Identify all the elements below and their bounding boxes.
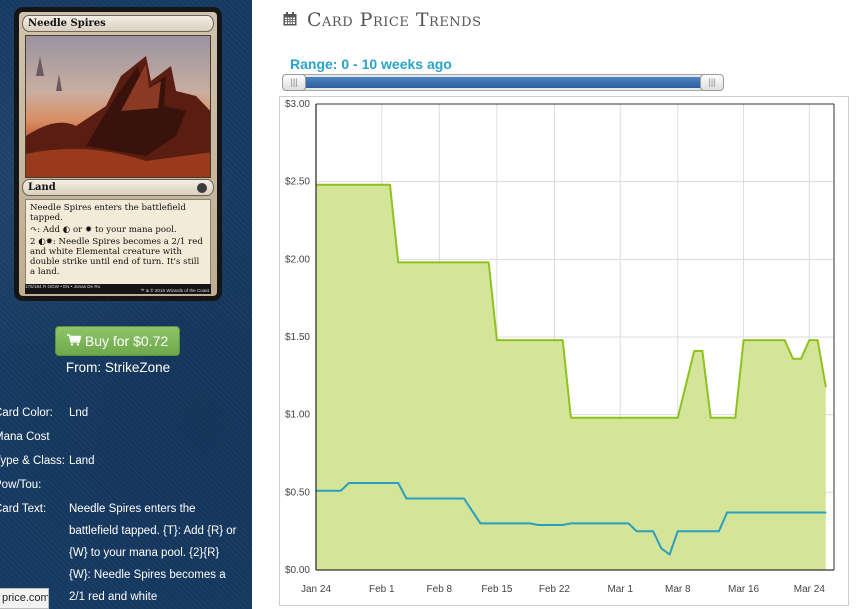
card-frame: Needle Spires Land Needle Spires enters …	[19, 12, 217, 296]
x-tick-label: Mar 1	[607, 584, 633, 595]
calendar-icon	[283, 12, 297, 26]
card-copyright: ™ & © 2016 Wizards of the Coast	[139, 288, 209, 293]
series-point-1	[627, 522, 630, 525]
series-point-0	[397, 261, 400, 264]
series-point-1	[824, 511, 827, 514]
buy-vendor: From: StrikeZone	[65, 360, 171, 375]
series-point-1	[339, 489, 342, 492]
series-point-1	[405, 497, 408, 500]
range-label: Range: 0 - 10 weeks ago	[290, 56, 452, 72]
y-tick-label: $0.00	[285, 565, 310, 576]
detail-value-card-text: Needle Spires enters the battlefield tap…	[69, 503, 237, 603]
series-point-1	[570, 522, 572, 525]
series-point-0	[824, 385, 827, 388]
series-point-0	[389, 183, 391, 186]
series-point-0	[709, 416, 712, 419]
series-point-0	[734, 416, 737, 419]
set-symbol-icon	[197, 183, 207, 193]
x-tick-label: Mar 16	[728, 584, 760, 595]
series-point-1	[479, 522, 482, 525]
y-tick-label: $1.50	[285, 332, 310, 343]
series-point-1	[718, 530, 720, 532]
range-slider-handle-start[interactable]: |||	[282, 74, 306, 91]
card-footer: 175/184 R OGW • EN • Jonas De Ro ™ & © 2…	[25, 284, 211, 294]
y-tick-label: $1.00	[285, 410, 310, 421]
series-point-1	[652, 530, 654, 532]
x-tick-label: Feb 8	[427, 584, 453, 595]
y-tick-label: $3.00	[285, 99, 310, 110]
card-rules-box: Needle Spires enters the battlefield tap…	[25, 199, 211, 287]
card-rule-3: 2 ◐✹: Needle Spires becomes a 2/1 red an…	[30, 237, 203, 277]
series-point-1	[537, 524, 539, 526]
series-point-0	[561, 339, 564, 341]
card-type-text: Land	[28, 182, 56, 193]
detail-label-pow-tou: Pow/Tou:	[0, 479, 42, 491]
x-tick-label: Feb 1	[369, 584, 395, 595]
series-point-1	[397, 482, 400, 484]
chart-axes: $0.00 $0.50 $1.00 $1.50 $2.00 $2.50 $3.00 Jan 2…	[285, 99, 835, 595]
series-point-1	[668, 553, 671, 556]
series-point-1	[561, 524, 564, 526]
card-name: Needle Spires	[22, 15, 214, 32]
range-slider-handle-end[interactable]: |||	[700, 74, 724, 91]
y-tick-label: $2.50	[285, 177, 310, 188]
series-point-1	[676, 530, 679, 532]
card-collector-info: 175/184 R OGW • EN • Jonas De Ro	[25, 284, 101, 289]
buy-button[interactable]: Buy for $0.72	[55, 326, 180, 356]
series-point-1	[528, 522, 531, 525]
series-point-0	[701, 350, 704, 352]
series-point-1	[602, 522, 605, 525]
x-tick-label: Mar 24	[794, 584, 826, 595]
series-point-0	[816, 339, 819, 341]
range-slider-fill	[297, 77, 709, 88]
card-rule-1: Needle Spires enters the battlefield tap…	[30, 203, 186, 223]
series-point-0	[742, 339, 745, 341]
url-badge[interactable]: price.com	[0, 588, 49, 609]
card-rule-2: ↷: Add ◐ or ✹ to your mana pool.	[30, 225, 177, 235]
series-area-0	[316, 184, 826, 571]
series-point-0	[800, 357, 802, 360]
x-tick-label: Jan 24	[301, 584, 331, 595]
series-point-1	[660, 547, 663, 550]
series-point-0	[496, 339, 498, 341]
series-point-0	[792, 357, 794, 360]
detail-value-type-class: Land	[69, 455, 95, 467]
card-art-illustration	[26, 56, 210, 177]
x-tick-label: Feb 15	[481, 584, 513, 595]
series-point-0	[808, 339, 811, 341]
series-point-0	[487, 261, 490, 264]
y-tick-label: $0.50	[285, 487, 310, 498]
detail-value-color: Lnd	[69, 407, 89, 419]
detail-label-mana-cost: Mana Cost	[0, 431, 50, 443]
series-point-1	[463, 497, 465, 500]
series-point-1	[726, 511, 728, 514]
buy-button-label: Buy for $0.72	[84, 333, 169, 349]
series-point-1	[635, 530, 638, 532]
card-type-line: Land	[22, 179, 214, 196]
x-tick-label: Mar 8	[665, 584, 691, 595]
series-point-0	[676, 416, 679, 419]
series-point-0	[570, 416, 572, 419]
chart-series	[315, 183, 827, 571]
card-art	[25, 35, 211, 178]
page-title: Card Price Trends	[307, 9, 482, 31]
card-image: Needle Spires Land Needle Spires enters …	[14, 7, 222, 301]
series-point-0	[783, 339, 786, 341]
y-tick-label: $2.00	[285, 254, 310, 265]
series-point-0	[693, 350, 696, 352]
series-point-1	[348, 482, 350, 484]
detail-label-card-text: Card Text:	[0, 503, 47, 515]
detail-label-color: Card Color:	[0, 407, 53, 419]
shopping-cart-icon	[66, 328, 82, 356]
sidebar: Needle Spires Land Needle Spires enters …	[0, 0, 252, 609]
price-trend-chart: $0.00 $0.50 $1.00 $1.50 $2.00 $2.50 $3.00 Jan 2…	[285, 99, 835, 595]
range-slider[interactable]: ||| |||	[282, 74, 724, 91]
x-tick-label: Feb 22	[539, 584, 571, 595]
detail-label-type-class: Type & Class:	[0, 455, 65, 467]
